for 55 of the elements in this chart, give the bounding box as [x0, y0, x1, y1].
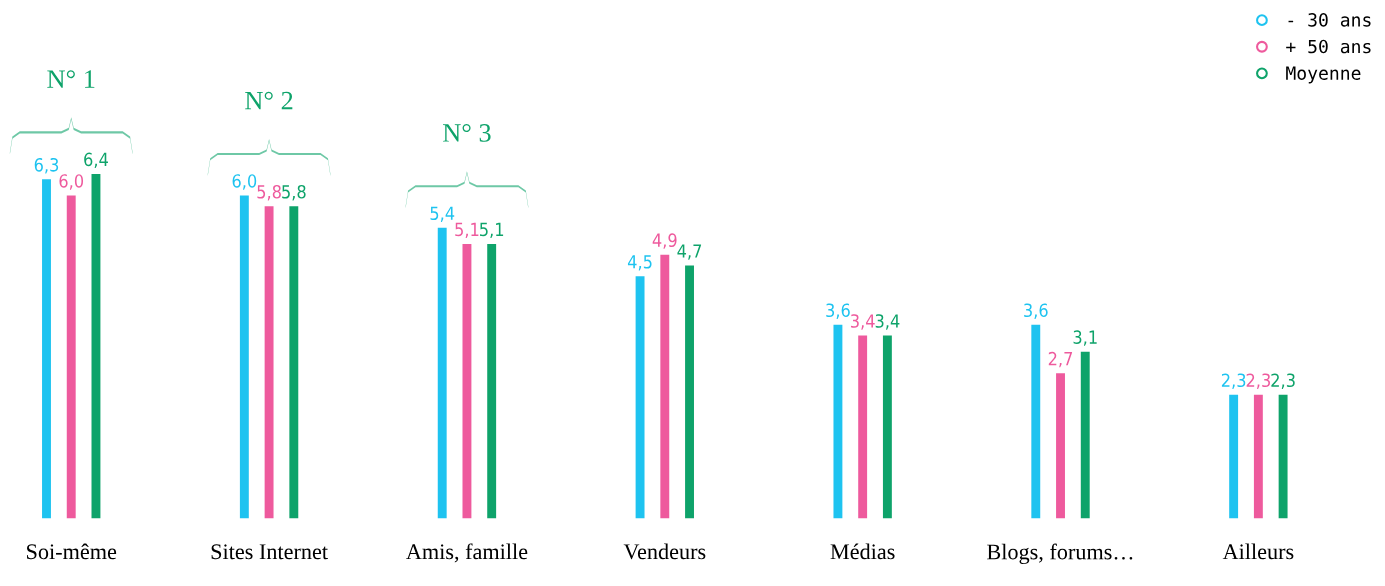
data-label: 3,6 — [826, 303, 850, 319]
bar — [66, 195, 76, 519]
data-label: 5,1 — [455, 222, 479, 239]
bar — [1278, 394, 1288, 519]
data-label: 5,4 — [430, 206, 455, 222]
data-label: 4,7 — [677, 244, 702, 260]
bar — [462, 243, 472, 519]
data-label: 6,4 — [84, 152, 108, 169]
x-tick-label: Vendeurs — [623, 543, 706, 560]
data-label: 4,5 — [627, 255, 652, 271]
bar — [882, 335, 892, 519]
bar — [42, 179, 51, 519]
data-label: 3,4 — [850, 314, 875, 330]
data-label: 6,3 — [34, 157, 59, 174]
legend-label: Moyenne — [1286, 66, 1361, 84]
data-label: 5,1 — [480, 222, 504, 239]
data-label: 2,3 — [1221, 373, 1246, 389]
bar — [239, 195, 249, 519]
bar — [1080, 351, 1090, 519]
bar — [264, 206, 274, 519]
bar — [660, 254, 670, 519]
legend-label: - 30 ans — [1288, 13, 1371, 27]
text: N° 3 — [443, 124, 491, 142]
text: N° 1 — [47, 70, 95, 88]
data-label: 3,1 — [1073, 330, 1097, 346]
data-label: 3,6 — [1024, 303, 1048, 319]
bar — [91, 173, 101, 519]
x-tick-label: Sites Internet — [211, 544, 328, 560]
data-label: 6,0 — [232, 174, 257, 190]
bar — [833, 324, 843, 519]
data-label: 2,3 — [1271, 373, 1295, 389]
bar — [635, 276, 645, 519]
bar — [1253, 394, 1263, 519]
bar — [685, 265, 694, 519]
bar — [437, 227, 447, 519]
x-tick-label: Amis, famille — [406, 543, 528, 563]
bar — [1229, 394, 1239, 519]
x-tick-label: Blogs, forums… — [987, 543, 1133, 565]
legend-label: + 50 ans — [1286, 39, 1371, 54]
data-label: 2,3 — [1246, 373, 1270, 389]
bar — [1031, 324, 1041, 519]
data-label: 3,4 — [875, 314, 900, 330]
bar — [487, 243, 497, 519]
data-label: 5,8 — [257, 184, 281, 201]
text: N° 2 — [245, 91, 293, 110]
x-tick-label: Ailleurs — [1222, 543, 1294, 560]
data-label: 6,0 — [59, 174, 84, 190]
x-tick-label: Soi-même — [27, 543, 117, 560]
data-label: 4,9 — [652, 233, 677, 249]
data-label: 2,7 — [1048, 351, 1073, 368]
bar — [1056, 373, 1065, 519]
bar — [858, 335, 868, 519]
x-tick-label: Médias — [830, 543, 895, 560]
data-label: 5,8 — [282, 184, 306, 201]
bar — [289, 206, 299, 519]
